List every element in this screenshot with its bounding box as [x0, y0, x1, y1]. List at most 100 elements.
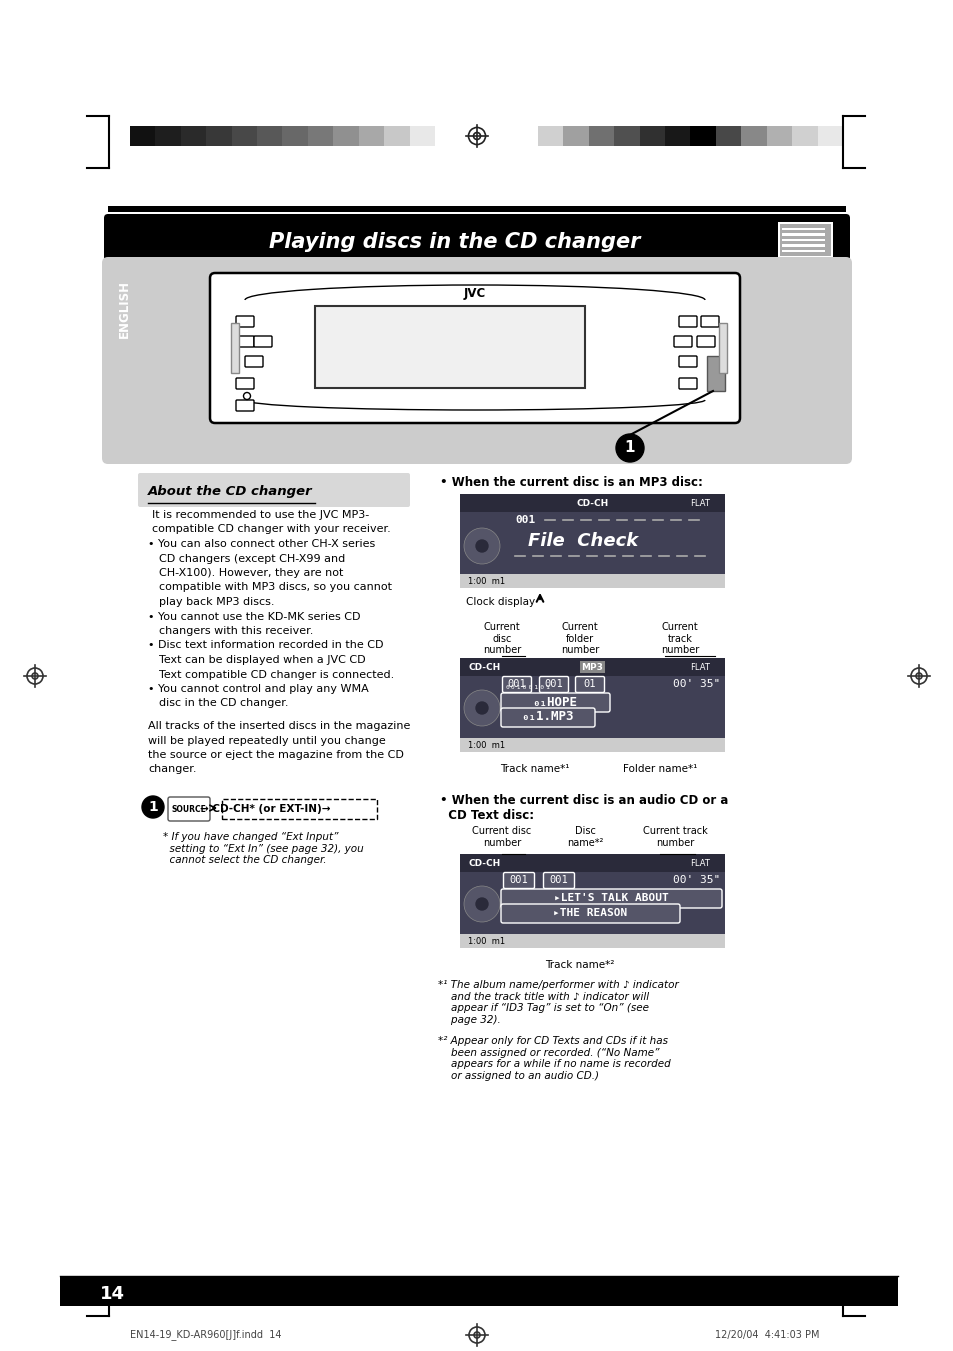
Text: Text compatible CD changer is connected.: Text compatible CD changer is connected.	[152, 670, 394, 680]
Bar	[459, 494, 724, 512]
Text: Folder name*¹: Folder name*¹	[622, 765, 697, 774]
Circle shape	[142, 796, 164, 817]
Circle shape	[463, 886, 499, 921]
Text: *¹ The album name/performer with ♪ indicator
    and the track title with ♪ indi: *¹ The album name/performer with ♪ indic…	[437, 979, 678, 1025]
FancyBboxPatch shape	[679, 316, 697, 327]
Text: 001: 001	[515, 515, 535, 526]
Bar	[766, 126, 791, 146]
Bar	[781, 227, 824, 230]
Text: File  Check: File Check	[527, 532, 638, 550]
Bar	[256, 126, 282, 146]
Bar	[781, 245, 824, 246]
Bar	[459, 574, 724, 588]
Bar	[222, 798, 376, 819]
Text: compatible CD changer with your receiver.: compatible CD changer with your receiver…	[152, 524, 391, 535]
Text: 00' 35": 00' 35"	[672, 680, 720, 689]
FancyBboxPatch shape	[500, 904, 679, 923]
Text: 1:00  m1: 1:00 m1	[468, 936, 504, 946]
Bar	[130, 126, 155, 146]
Text: • When the current disc is an audio CD or a: • When the current disc is an audio CD o…	[439, 794, 727, 807]
Bar	[459, 676, 724, 738]
Circle shape	[463, 528, 499, 563]
Text: ▸LET'S TALK ABOUT: ▸LET'S TALK ABOUT	[554, 893, 668, 902]
FancyBboxPatch shape	[235, 400, 253, 411]
Text: Disc
name*²: Disc name*²	[566, 825, 602, 847]
Text: • You cannot control and play any WMA: • You cannot control and play any WMA	[148, 684, 369, 694]
Text: ₀₀₁₀₀₁₀₁: ₀₀₁₀₀₁₀₁	[504, 681, 552, 690]
Text: 01: 01	[583, 680, 596, 689]
Text: • You cannot use the KD-MK series CD: • You cannot use the KD-MK series CD	[148, 612, 360, 621]
FancyBboxPatch shape	[700, 316, 719, 327]
Bar	[715, 126, 740, 146]
FancyBboxPatch shape	[102, 257, 851, 463]
Bar	[740, 126, 766, 146]
Bar	[108, 205, 845, 212]
FancyBboxPatch shape	[138, 473, 410, 507]
Text: SOURCE: SOURCE	[172, 804, 206, 813]
Bar	[690, 126, 715, 146]
Bar	[155, 126, 181, 146]
Bar	[537, 126, 563, 146]
Text: 1: 1	[148, 800, 157, 815]
Text: ₀₁1.MP3: ₀₁1.MP3	[521, 711, 574, 724]
Bar	[664, 126, 690, 146]
Text: CD-CH: CD-CH	[468, 662, 500, 671]
Text: EN14-19_KD-AR960[J]f.indd  14: EN14-19_KD-AR960[J]f.indd 14	[130, 1329, 281, 1340]
Text: 1:00  m1: 1:00 m1	[468, 577, 504, 585]
Circle shape	[476, 703, 488, 713]
Bar	[459, 512, 724, 574]
Text: CD-CH: CD-CH	[576, 499, 608, 508]
Text: MP3: MP3	[581, 662, 603, 671]
Bar	[231, 323, 239, 373]
Text: 001: 001	[549, 875, 568, 885]
Text: changers with this receiver.: changers with this receiver.	[152, 626, 313, 636]
FancyBboxPatch shape	[500, 708, 595, 727]
Text: Current
folder
number: Current folder number	[560, 621, 598, 655]
FancyBboxPatch shape	[503, 873, 534, 889]
Text: CD changers (except CH-X99 and: CD changers (except CH-X99 and	[152, 554, 345, 563]
Text: 001: 001	[509, 875, 528, 885]
Text: It is recommended to use the JVC MP3-: It is recommended to use the JVC MP3-	[152, 509, 369, 520]
Bar	[778, 222, 832, 258]
FancyBboxPatch shape	[235, 316, 253, 327]
Text: Playing discs in the CD changer: Playing discs in the CD changer	[269, 232, 639, 253]
Bar	[781, 250, 824, 253]
Bar	[706, 357, 724, 390]
FancyBboxPatch shape	[245, 357, 263, 367]
Text: the source or eject the magazine from the CD: the source or eject the magazine from th…	[148, 750, 403, 761]
Text: Text can be displayed when a JVC CD: Text can be displayed when a JVC CD	[152, 655, 365, 665]
Text: ₀₁HOPE: ₀₁HOPE	[532, 696, 577, 708]
Bar	[588, 126, 614, 146]
Bar	[358, 126, 384, 146]
Bar	[60, 1275, 897, 1306]
Bar	[639, 126, 664, 146]
Text: * If you have changed “Ext Input”
  setting to “Ext In” (see page 32), you
  can: * If you have changed “Ext Input” settin…	[163, 832, 363, 865]
FancyBboxPatch shape	[502, 677, 531, 693]
Text: About the CD changer: About the CD changer	[148, 485, 313, 499]
Text: compatible with MP3 discs, so you cannot: compatible with MP3 discs, so you cannot	[152, 582, 392, 593]
FancyBboxPatch shape	[500, 693, 609, 712]
Text: 1:00  m1: 1:00 m1	[468, 740, 504, 750]
Bar	[781, 239, 824, 240]
Text: Current disc
number: Current disc number	[472, 825, 531, 847]
FancyBboxPatch shape	[500, 889, 721, 908]
Bar	[780, 224, 830, 255]
Bar	[384, 126, 409, 146]
Bar	[409, 126, 435, 146]
FancyBboxPatch shape	[104, 213, 849, 267]
Bar	[459, 871, 724, 934]
Text: 14: 14	[100, 1285, 125, 1302]
FancyBboxPatch shape	[235, 378, 253, 389]
Text: will be played repeatedly until you change: will be played repeatedly until you chan…	[148, 735, 385, 746]
FancyBboxPatch shape	[168, 797, 210, 821]
FancyBboxPatch shape	[253, 336, 272, 347]
Text: disc in the CD changer.: disc in the CD changer.	[152, 698, 288, 708]
Text: FLAT: FLAT	[689, 858, 709, 867]
Text: ▸THE REASON: ▸THE REASON	[553, 908, 627, 917]
Bar	[232, 126, 256, 146]
Text: CD Text disc:: CD Text disc:	[439, 809, 534, 821]
Bar	[459, 738, 724, 753]
Bar	[314, 305, 584, 388]
FancyBboxPatch shape	[210, 273, 740, 423]
Bar	[108, 218, 140, 393]
